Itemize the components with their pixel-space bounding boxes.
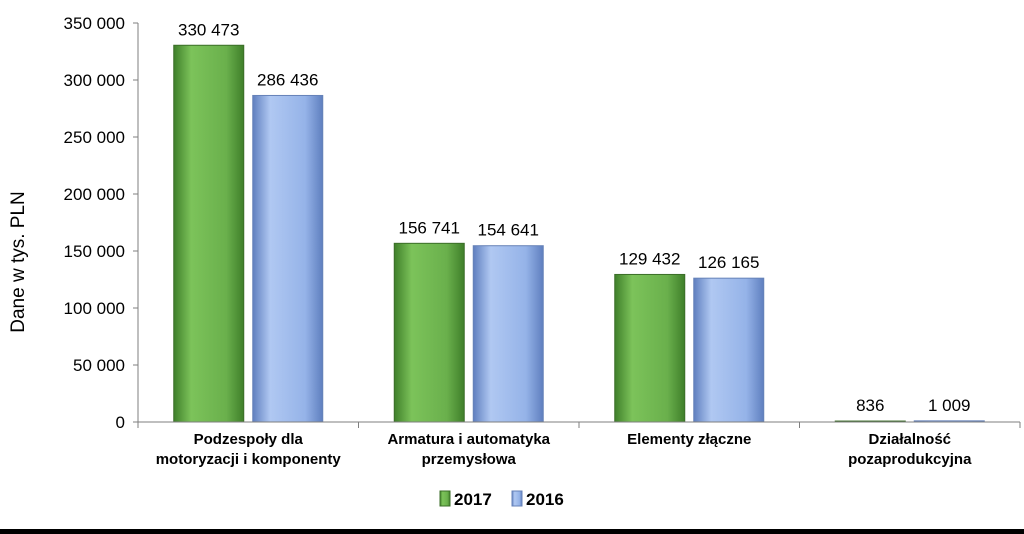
category-label: Armatura i automatyka przemysłowa: [387, 431, 550, 468]
category-label: Elementy złączne: [627, 431, 751, 448]
data-labels: 330 473 156 741 129 432 836 286 436 154 641 12…: [178, 20, 971, 415]
data-label-2016-4: 1 009: [928, 396, 971, 415]
y-tick-label: 350 000: [64, 14, 125, 33]
y-tick-label: 250 000: [64, 128, 125, 147]
y-tick-label: 50 000: [73, 356, 125, 375]
bar-2016-2: [472, 245, 544, 423]
legend-label-2017: 2017: [454, 490, 492, 509]
legend-label-2016: 2016: [526, 490, 564, 509]
data-label-2016-1: 286 436: [257, 70, 318, 89]
category-label: Podzespoły dla motoryzacji i komponenty: [156, 431, 342, 468]
bar-2017-3: [614, 273, 686, 423]
x-axis: Podzespoły dla motoryzacji i komponenty Ar…: [137, 421, 1021, 468]
y-tick-label: 150 000: [64, 242, 125, 261]
y-tick-label: 100 000: [64, 299, 125, 318]
data-label-2017-2: 156 741: [399, 218, 460, 237]
data-label-2016-2: 154 641: [478, 221, 539, 240]
data-label-2016-3: 126 165: [698, 253, 759, 272]
bar-2017-2: [393, 242, 465, 423]
bars: [173, 44, 985, 423]
y-tick-label: 300 000: [64, 71, 125, 90]
y-axis: 0 50 000 100 000 150 000 200 000 250 000 300 0…: [64, 14, 139, 432]
bar-2016-1: [252, 94, 324, 423]
legend-swatch-2016: [511, 490, 523, 507]
data-label-2017-1: 330 473: [178, 20, 239, 39]
y-axis-title: Dane w tys. PLN: [8, 191, 29, 333]
bar-2016-3: [693, 277, 765, 423]
category-label: Działalność pozaprodukcyjna: [848, 431, 972, 468]
data-label-2017-4: 836: [856, 396, 884, 415]
bar-2017-1: [173, 44, 245, 423]
legend: 2017 2016: [439, 490, 564, 509]
legend-swatch-2017: [439, 490, 451, 507]
data-label-2017-3: 129 432: [619, 249, 680, 268]
y-tick-label: 200 000: [64, 185, 125, 204]
y-tick-label: 0: [116, 413, 125, 432]
